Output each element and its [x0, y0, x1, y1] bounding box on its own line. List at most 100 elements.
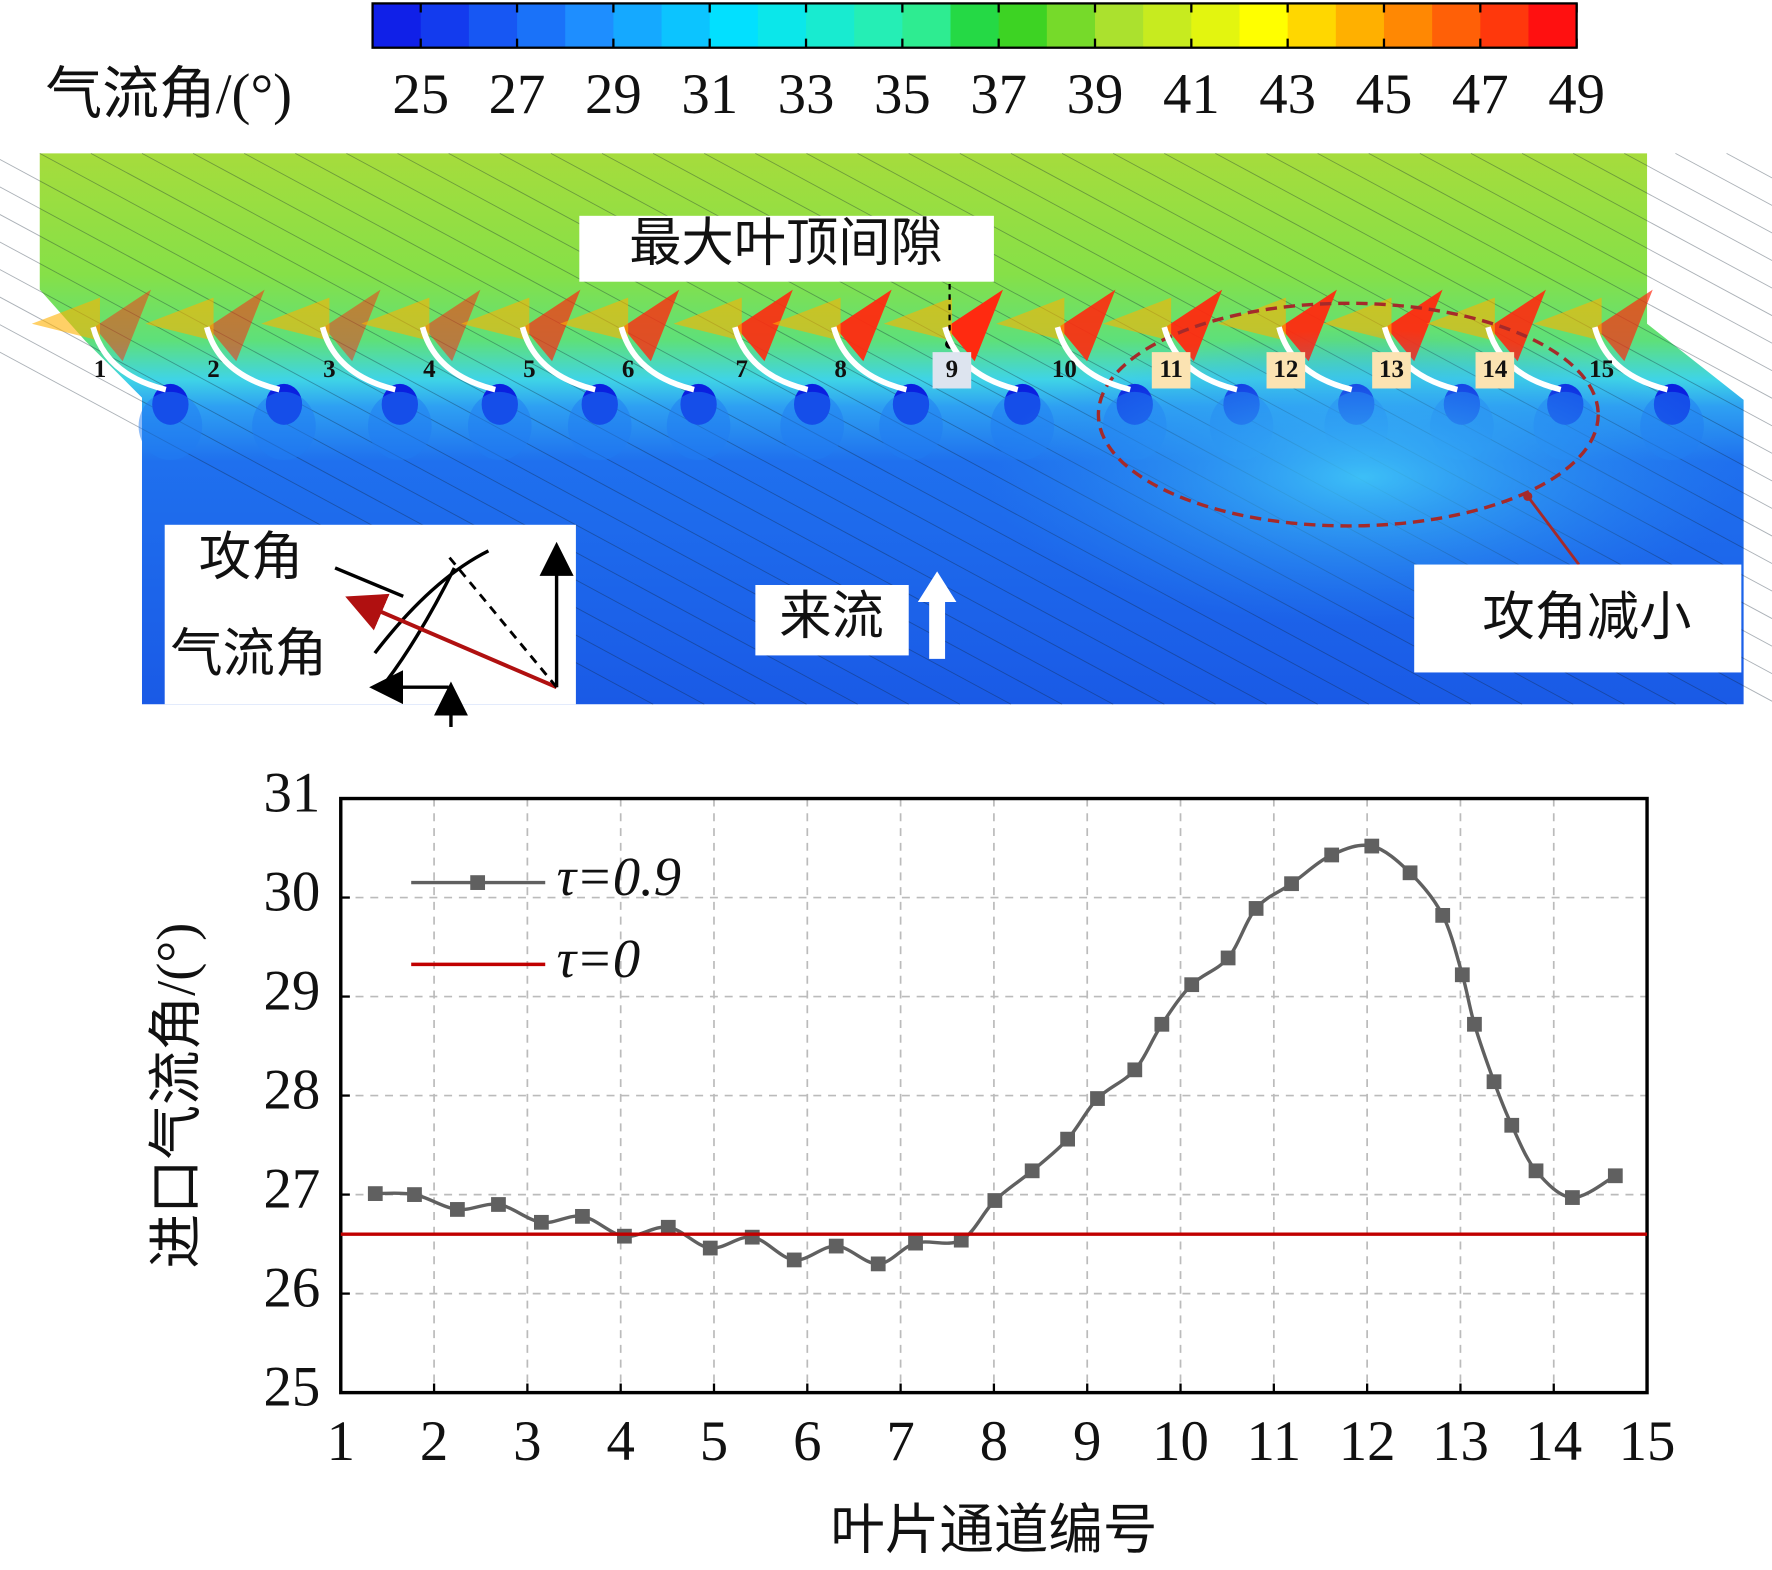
blade-number: 9 — [946, 356, 958, 383]
streamline — [1317, 152, 1772, 399]
colorbar-level — [661, 3, 711, 48]
colorbar-level — [757, 3, 807, 48]
marker — [786, 1252, 802, 1268]
colorbar-level — [1432, 3, 1481, 48]
x-tick-label: 12 — [1339, 1410, 1396, 1473]
blade — [1592, 326, 1669, 393]
colorbar-level — [1287, 3, 1337, 48]
x-tick-label: 10 — [1152, 1410, 1209, 1473]
blade-number: 6 — [622, 356, 634, 383]
hot-zone — [1533, 297, 1602, 341]
marker — [1248, 901, 1264, 916]
leader-dot — [1523, 491, 1533, 501]
colorbar-level — [468, 3, 518, 48]
marker — [660, 1219, 676, 1235]
streamline — [141, 152, 1165, 705]
colorbar-level — [806, 3, 855, 48]
legend-label: τ=0 — [557, 928, 641, 989]
y-tick-label: 25 — [264, 1356, 321, 1419]
vortex-halo — [368, 391, 432, 461]
hot-zone — [145, 297, 214, 341]
colorbar-level — [1046, 3, 1096, 48]
colorbar-level — [517, 3, 566, 48]
marker — [407, 1187, 422, 1202]
hot-zone — [1165, 289, 1223, 362]
hot-zone — [1102, 297, 1172, 341]
hot-zone — [1058, 289, 1116, 362]
vortex-halo — [567, 391, 632, 461]
marker — [870, 1256, 886, 1272]
x-tick-label: 7 — [886, 1410, 914, 1473]
marker — [367, 1186, 383, 1201]
streamline — [0, 296, 756, 705]
colorbar-tick-label: 25 — [392, 63, 449, 126]
annotation: 来流 — [779, 587, 884, 645]
blade-number: 15 — [1589, 356, 1614, 383]
hot-zone — [361, 297, 430, 341]
number-box — [1475, 352, 1515, 389]
vortex-halo — [138, 391, 203, 461]
marker — [450, 1202, 465, 1217]
low-incidence-zone — [988, 329, 1738, 625]
marker — [1435, 907, 1451, 923]
marker — [1184, 977, 1200, 993]
colorbar-level — [902, 3, 952, 48]
marker — [1504, 1117, 1520, 1133]
hot-zone — [946, 289, 1003, 362]
marker — [1364, 838, 1380, 854]
vortex-halo — [252, 391, 316, 461]
marker — [1220, 950, 1236, 966]
x-tick-label: 6 — [793, 1410, 821, 1473]
hot-zone — [94, 289, 152, 362]
blade-number: 4 — [423, 356, 436, 383]
colorbar-level — [1239, 3, 1289, 48]
streamline — [1470, 152, 1772, 317]
number-box — [932, 352, 972, 389]
blade-number: 5 — [523, 356, 535, 383]
number-box — [1266, 352, 1306, 389]
marker — [1024, 1163, 1040, 1179]
blade — [319, 326, 396, 393]
y-tick-label: 28 — [264, 1059, 321, 1122]
label-box — [1414, 564, 1742, 673]
x-axis-label: 叶片通道编号 — [830, 1499, 1157, 1560]
hot-zone — [622, 289, 680, 362]
inflow-arrow — [917, 571, 957, 659]
colorbar-tick-label: 35 — [874, 63, 931, 126]
hot-zone — [834, 289, 892, 362]
blade — [732, 326, 809, 393]
colorbar-tick-label: 27 — [489, 63, 546, 126]
colorbar-tick-label: 37 — [970, 63, 1027, 126]
x-tick-label: 15 — [1619, 1410, 1676, 1473]
streamline — [244, 152, 1267, 705]
number-box — [1372, 352, 1411, 389]
x-tick-label: 5 — [700, 1410, 728, 1473]
colorbar: 25 27 29 31 33 35 37 39 41 43 45 47 49 — [371, 2, 1605, 126]
blade-number: 10 — [1052, 356, 1077, 383]
vortex-halo — [467, 391, 532, 461]
hot-zone — [1426, 297, 1495, 341]
number-box — [1151, 352, 1191, 389]
blade-number: 12 — [1273, 356, 1298, 383]
colorbar-level — [1143, 3, 1192, 48]
blade — [203, 326, 281, 393]
marker — [1060, 1131, 1076, 1147]
marker — [1486, 1074, 1502, 1090]
y-tick-label: 26 — [264, 1257, 321, 1320]
colorbar-tick-label: 39 — [1067, 63, 1124, 126]
marker — [1154, 1016, 1170, 1032]
vortex-halo — [780, 391, 844, 461]
hot-zone — [736, 289, 793, 362]
colorbar-level — [565, 3, 614, 48]
streamline — [346, 152, 1369, 705]
marker — [702, 1240, 718, 1256]
hot-zone — [883, 297, 952, 341]
marker — [1454, 967, 1470, 983]
x-tick-label: 8 — [980, 1410, 1008, 1473]
colorbar-level — [1335, 3, 1385, 48]
label-box — [755, 584, 909, 656]
streamline — [1419, 152, 1772, 344]
inset-blade — [373, 549, 490, 655]
